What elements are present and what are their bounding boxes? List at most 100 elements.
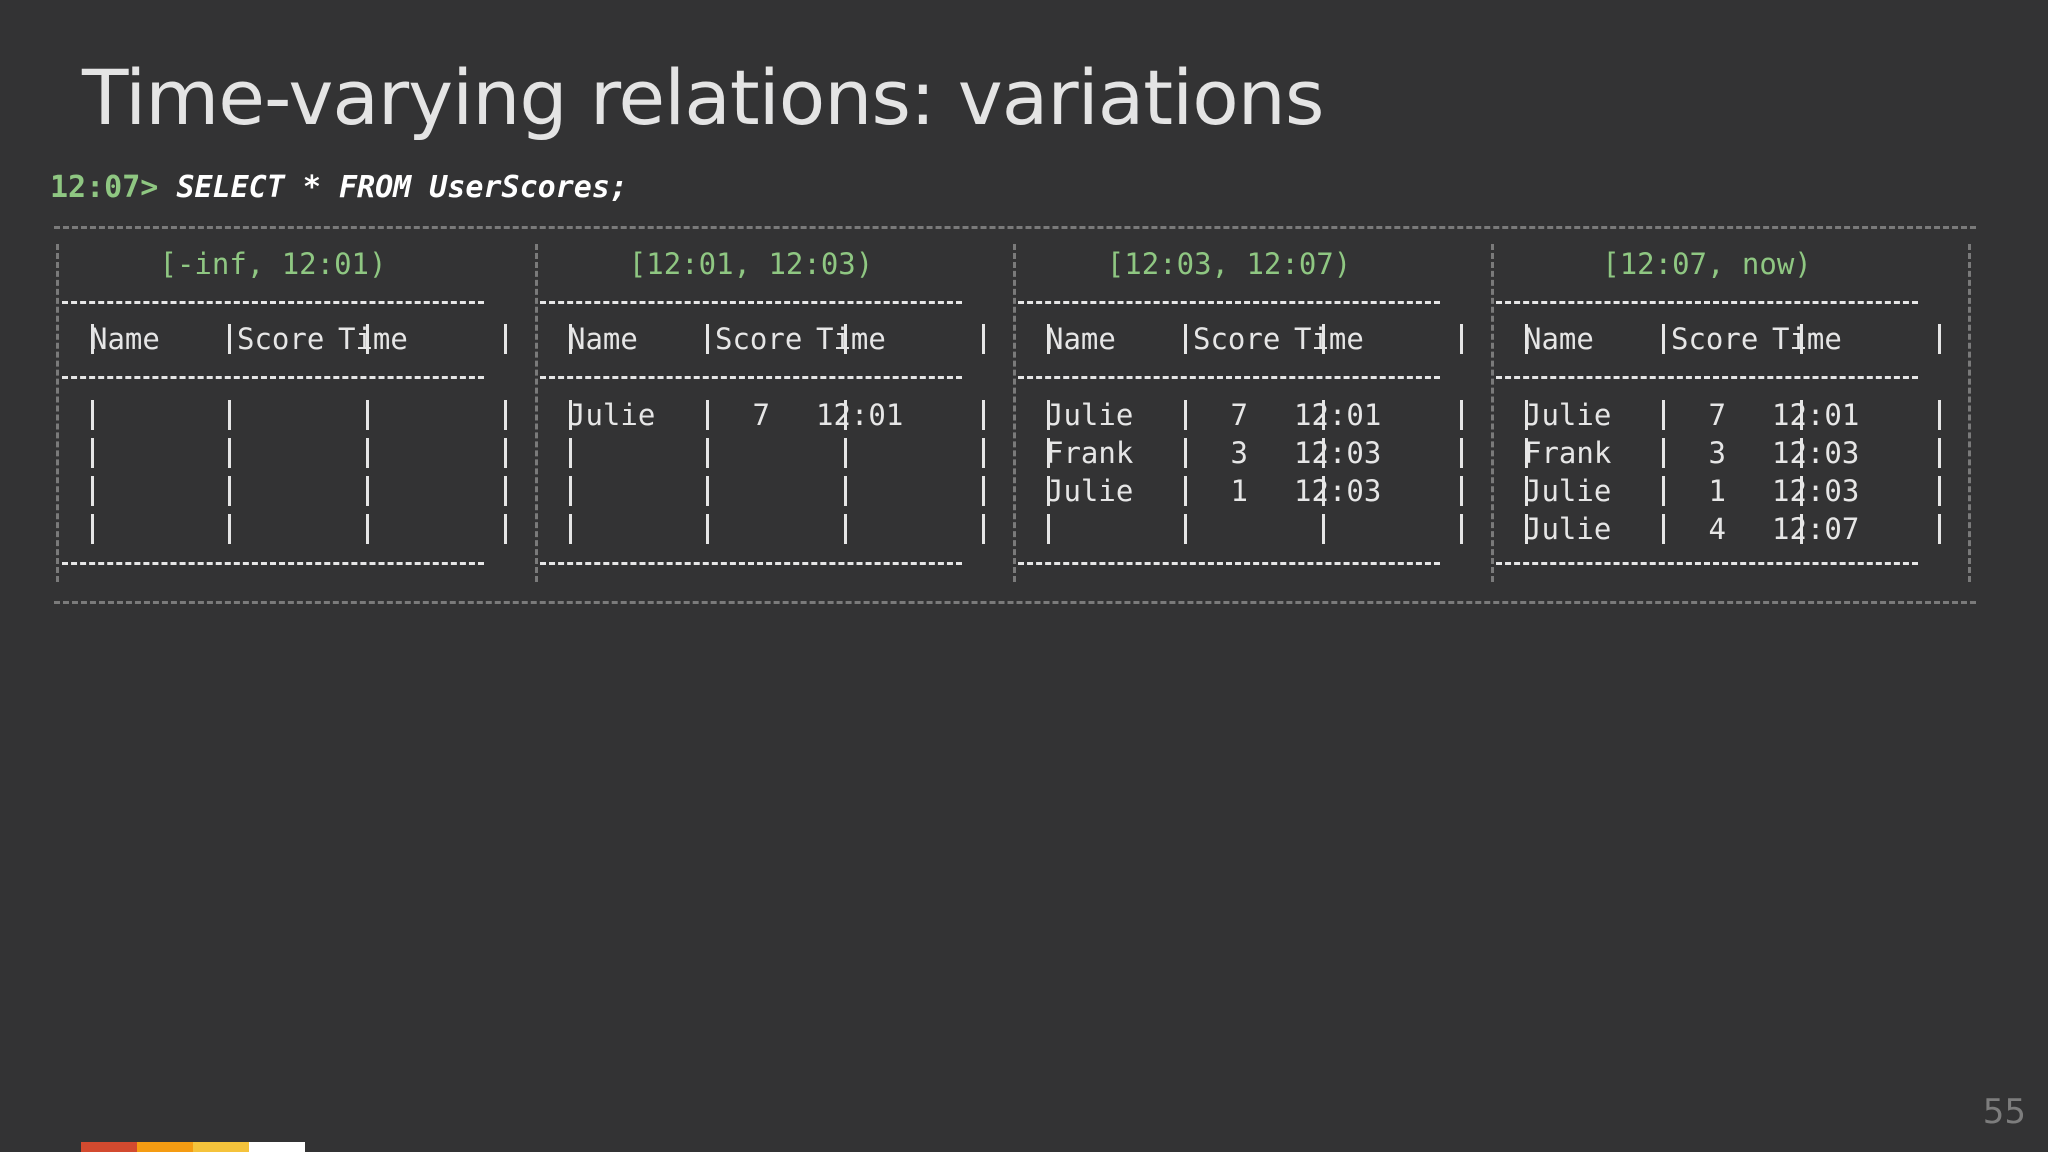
cell-divider bbox=[569, 514, 572, 544]
cell-divider bbox=[91, 324, 94, 354]
column-header: Time bbox=[816, 322, 886, 356]
cell-divider bbox=[1047, 324, 1050, 354]
table-rule bbox=[540, 376, 962, 379]
interval-label: [12:01, 12:03) bbox=[628, 247, 874, 281]
table-rule bbox=[1018, 562, 1440, 565]
snapshot-table: [-inf, 12:01) Name Score Time bbox=[60, 244, 507, 582]
cell-time: 12:03 bbox=[1772, 436, 1860, 470]
cell-divider bbox=[1938, 400, 1941, 430]
cell-name: Julie bbox=[1524, 512, 1612, 546]
sql-query-line: 12:07> SELECT * FROM UserScores; bbox=[50, 168, 628, 208]
panel-separator bbox=[56, 244, 59, 582]
cell-divider bbox=[706, 324, 709, 354]
cell-name: Julie bbox=[568, 398, 656, 432]
cell-divider bbox=[366, 400, 369, 430]
cell-divider bbox=[1525, 324, 1528, 354]
cell-divider bbox=[228, 438, 231, 468]
results-border-bottom bbox=[54, 601, 1976, 604]
panel-separator bbox=[1968, 244, 1971, 582]
cell-divider bbox=[844, 476, 847, 506]
cell-divider bbox=[91, 476, 94, 506]
cell-divider bbox=[1184, 438, 1187, 468]
cell-divider bbox=[844, 324, 847, 354]
column-header: Time bbox=[1772, 322, 1842, 356]
cell-divider bbox=[1525, 438, 1528, 468]
cell-divider bbox=[228, 400, 231, 430]
table-rule bbox=[540, 562, 962, 565]
cell-divider bbox=[1047, 476, 1050, 506]
cell-time: 12:07 bbox=[1772, 512, 1860, 546]
cell-divider bbox=[504, 514, 507, 544]
cell-divider bbox=[982, 476, 985, 506]
cell-divider bbox=[1184, 476, 1187, 506]
cell-divider bbox=[366, 438, 369, 468]
cell-divider bbox=[1184, 324, 1187, 354]
cell-divider bbox=[504, 438, 507, 468]
cell-name: Frank bbox=[1524, 436, 1612, 470]
cell-time: 12:01 bbox=[1294, 398, 1382, 432]
table-rule bbox=[62, 376, 484, 379]
cell-divider bbox=[1460, 514, 1463, 544]
cell-divider bbox=[1184, 400, 1187, 430]
cell-divider bbox=[1322, 400, 1325, 430]
cell-divider bbox=[569, 400, 572, 430]
sql-prompt: 12:07> bbox=[50, 170, 159, 205]
cell-divider bbox=[1662, 514, 1665, 544]
table-rule bbox=[1018, 376, 1440, 379]
cell-divider bbox=[228, 324, 231, 354]
table-rule bbox=[1496, 301, 1918, 304]
cell-divider bbox=[1662, 400, 1665, 430]
cell-divider bbox=[1322, 324, 1325, 354]
cell-divider bbox=[1047, 400, 1050, 430]
cell-divider bbox=[706, 476, 709, 506]
cell-divider bbox=[844, 438, 847, 468]
cell-time: 12:01 bbox=[816, 398, 904, 432]
panel-separator bbox=[535, 244, 538, 582]
cell-divider bbox=[982, 324, 985, 354]
cell-divider bbox=[982, 514, 985, 544]
column-header: Name bbox=[90, 322, 160, 356]
column-header: Time bbox=[338, 322, 408, 356]
cell-divider bbox=[1662, 438, 1665, 468]
cell-divider bbox=[982, 438, 985, 468]
cell-divider bbox=[366, 476, 369, 506]
cell-name: Julie bbox=[1046, 398, 1134, 432]
footer-bar-segment bbox=[137, 1142, 193, 1152]
cell-divider bbox=[1938, 324, 1941, 354]
column-header: Name bbox=[1046, 322, 1116, 356]
cell-score: 1 bbox=[1230, 474, 1248, 508]
table-rule bbox=[1496, 562, 1918, 565]
table-rule bbox=[62, 562, 484, 565]
cell-divider bbox=[1460, 476, 1463, 506]
cell-score: 7 bbox=[1230, 398, 1248, 432]
cell-divider bbox=[1525, 400, 1528, 430]
cell-name: Frank bbox=[1046, 436, 1134, 470]
cell-time: 12:03 bbox=[1294, 436, 1382, 470]
snapshot-table: [12:07, now) Name Score Time Julie 7 12:01 Fran… bbox=[1494, 244, 1941, 582]
cell-score: 4 bbox=[1708, 512, 1726, 546]
cell-divider bbox=[1460, 438, 1463, 468]
cell-divider bbox=[91, 400, 94, 430]
table-rule bbox=[1018, 301, 1440, 304]
cell-divider bbox=[1800, 324, 1803, 354]
cell-score: 7 bbox=[752, 398, 770, 432]
cell-divider bbox=[1938, 438, 1941, 468]
footer-bar-segment bbox=[249, 1142, 305, 1152]
snapshot-table: [12:01, 12:03) Name Score Time Julie 7 12:01 bbox=[538, 244, 985, 582]
cell-divider bbox=[1662, 324, 1665, 354]
results-border-top bbox=[54, 226, 1976, 229]
column-header: Time bbox=[1294, 322, 1364, 356]
cell-time: 12:03 bbox=[1294, 474, 1382, 508]
cell-divider bbox=[1800, 476, 1803, 506]
cell-score: 3 bbox=[1708, 436, 1726, 470]
sql-query: SELECT * FROM UserScores; bbox=[176, 170, 628, 205]
column-header: Name bbox=[1524, 322, 1594, 356]
column-header: Score bbox=[1193, 322, 1281, 356]
panel-separator bbox=[1013, 244, 1016, 582]
cell-divider bbox=[982, 400, 985, 430]
column-header: Score bbox=[715, 322, 803, 356]
cell-divider bbox=[1662, 476, 1665, 506]
footer-bar-segment bbox=[193, 1142, 249, 1152]
cell-divider bbox=[366, 514, 369, 544]
cell-divider bbox=[1047, 438, 1050, 468]
